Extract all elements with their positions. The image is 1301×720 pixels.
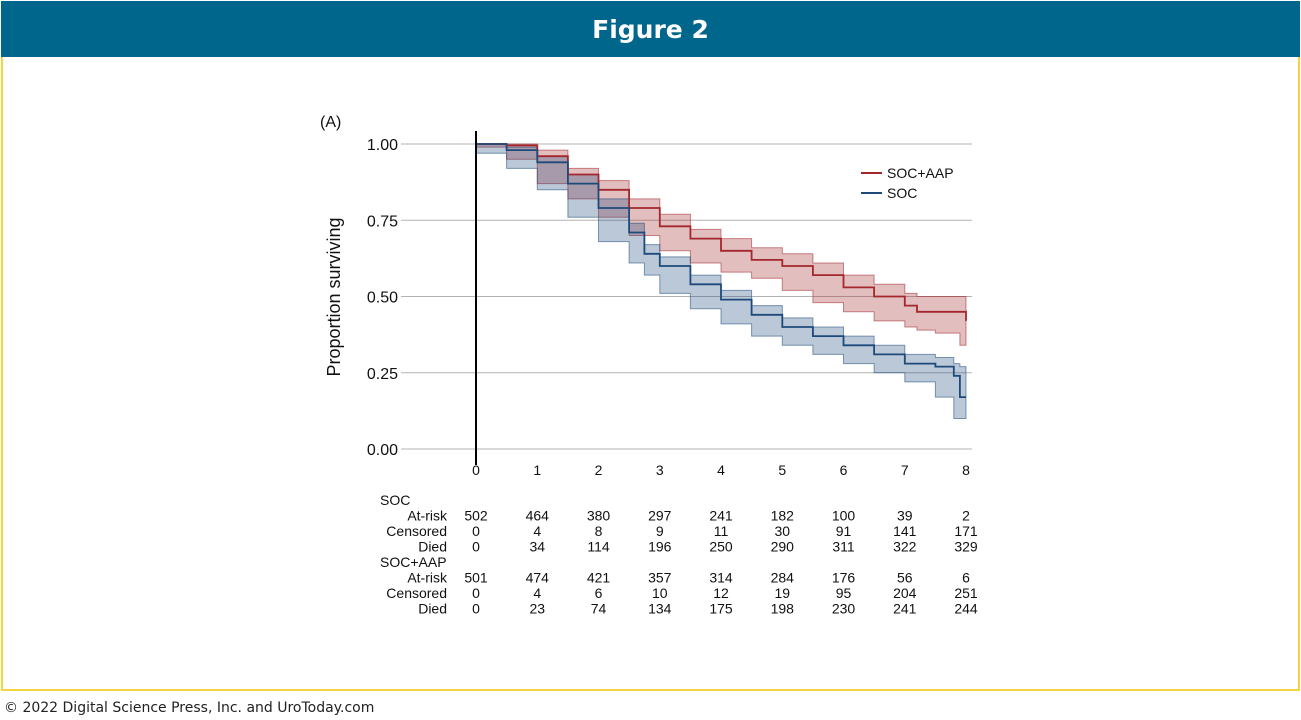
survival-curves [476,143,967,398]
panel-label: (A) [320,114,341,131]
risk-table-cell: 0 [472,523,480,539]
x-tick-label: 7 [901,462,909,478]
risk-table-cell: 421 [587,570,611,586]
risk-table-cell: 10 [652,585,668,601]
risk-table-row-label: Censored [386,523,447,539]
y-tick-label: 0.25 [367,366,398,383]
risk-table-group: SOC [380,492,410,508]
x-tick-label: 8 [962,462,970,478]
copyright-footer: © 2022 Digital Science Press, Inc. and U… [4,700,375,716]
risk-table-cell: 311 [832,539,855,555]
y-axis-label: Proportion surviving [324,217,344,376]
risk-table-cell: 380 [587,508,611,524]
risk-table-cell: 56 [897,570,913,586]
risk-table-cell: 95 [836,585,852,601]
risk-table-cell: 241 [709,508,733,524]
risk-table-cell: 0 [472,585,480,601]
risk-table-cell: 464 [526,508,550,524]
risk-table-cell: 244 [954,601,978,617]
risk-table-cell: 4 [533,585,541,601]
risk-table-cell: 290 [771,539,795,555]
risk-table-cell: 0 [472,601,480,617]
legend: SOC+AAP SOC [861,165,954,201]
risk-table-cell: 175 [709,601,733,617]
risk-table-cell: 251 [954,585,978,601]
risk-table-cell: 284 [771,570,795,586]
risk-table-cell: 171 [954,523,978,539]
risk-table-row-label: Died [418,601,447,617]
survival-line-soc [476,143,966,398]
risk-table-cell: 241 [893,601,917,617]
risk-table-cell: 91 [836,523,852,539]
risk-table-cell: 6 [962,570,970,586]
risk-table-cell: 34 [529,539,545,555]
figure-header: Figure 2 [1,1,1300,57]
x-tick-label: 1 [533,462,541,478]
x-tick-label: 2 [595,462,603,478]
risk-table-cell: 6 [595,585,603,601]
risk-table-cell: 9 [656,523,664,539]
risk-table-cell: 39 [897,508,913,524]
x-tick-label: 0 [472,462,480,478]
risk-table-row-label: At-risk [407,508,448,524]
risk-table-group: SOC+AAP [380,554,447,570]
risk-table-cell: 11 [714,523,729,539]
risk-table-cell: 114 [587,539,610,555]
risk-table-cell: 30 [774,523,790,539]
axes: 0.00 0.25 0.50 0.75 1.00 0 1 2 3 4 5 6 7 8 Proportion … [320,114,970,478]
risk-table-cell: 204 [893,585,917,601]
x-tick-label: 5 [778,462,786,478]
risk-table-cell: 100 [832,508,856,524]
risk-table-row-label: Died [418,539,447,555]
risk-table-cell: 19 [774,585,790,601]
y-tick-label: 0.75 [367,213,398,230]
legend-label: SOC+AAP [887,165,954,181]
risk-table-cell: 12 [713,585,729,601]
risk-table-cell: 0 [472,539,480,555]
risk-table-cell: 23 [529,601,545,617]
risk-table-cell: 8 [595,523,603,539]
risk-table-row-label: At-risk [407,570,448,586]
risk-table-cell: 134 [648,601,672,617]
risk-table-cell: 357 [648,570,672,586]
risk-table-cell: 4 [533,523,541,539]
risk-table-cell: 250 [709,539,733,555]
risk-table-cell: 502 [464,508,488,524]
figure-title: Figure 2 [592,14,709,44]
risk-table-cell: 329 [954,539,978,555]
risk-table-cell: 322 [893,539,917,555]
risk-table-cell: 198 [771,601,795,617]
risk-table-cell: 501 [464,570,488,586]
risk-table-cell: 2 [962,508,970,524]
risk-table-cell: 314 [709,570,733,586]
y-tick-label: 0.50 [367,290,398,307]
x-tick-label: 6 [840,462,848,478]
x-tick-label: 4 [717,462,725,478]
legend-label: SOC [887,185,917,201]
y-tick-label: 0.00 [367,442,398,459]
ci-band-soc [475,143,967,419]
y-tick-label: 1.00 [367,137,398,154]
risk-table-row-label: Censored [386,585,447,601]
x-tick-label: 3 [656,462,664,478]
risk-table-cell: 196 [648,539,672,555]
risk-table-cell: 182 [771,508,795,524]
risk-table-cell: 474 [526,570,550,586]
risk-table-cell: 176 [832,570,856,586]
risk-table-cell: 230 [832,601,856,617]
risk-table-cell: 141 [893,523,917,539]
risk-table-cell: 297 [648,508,672,524]
risk-table-cell: 74 [591,601,607,617]
